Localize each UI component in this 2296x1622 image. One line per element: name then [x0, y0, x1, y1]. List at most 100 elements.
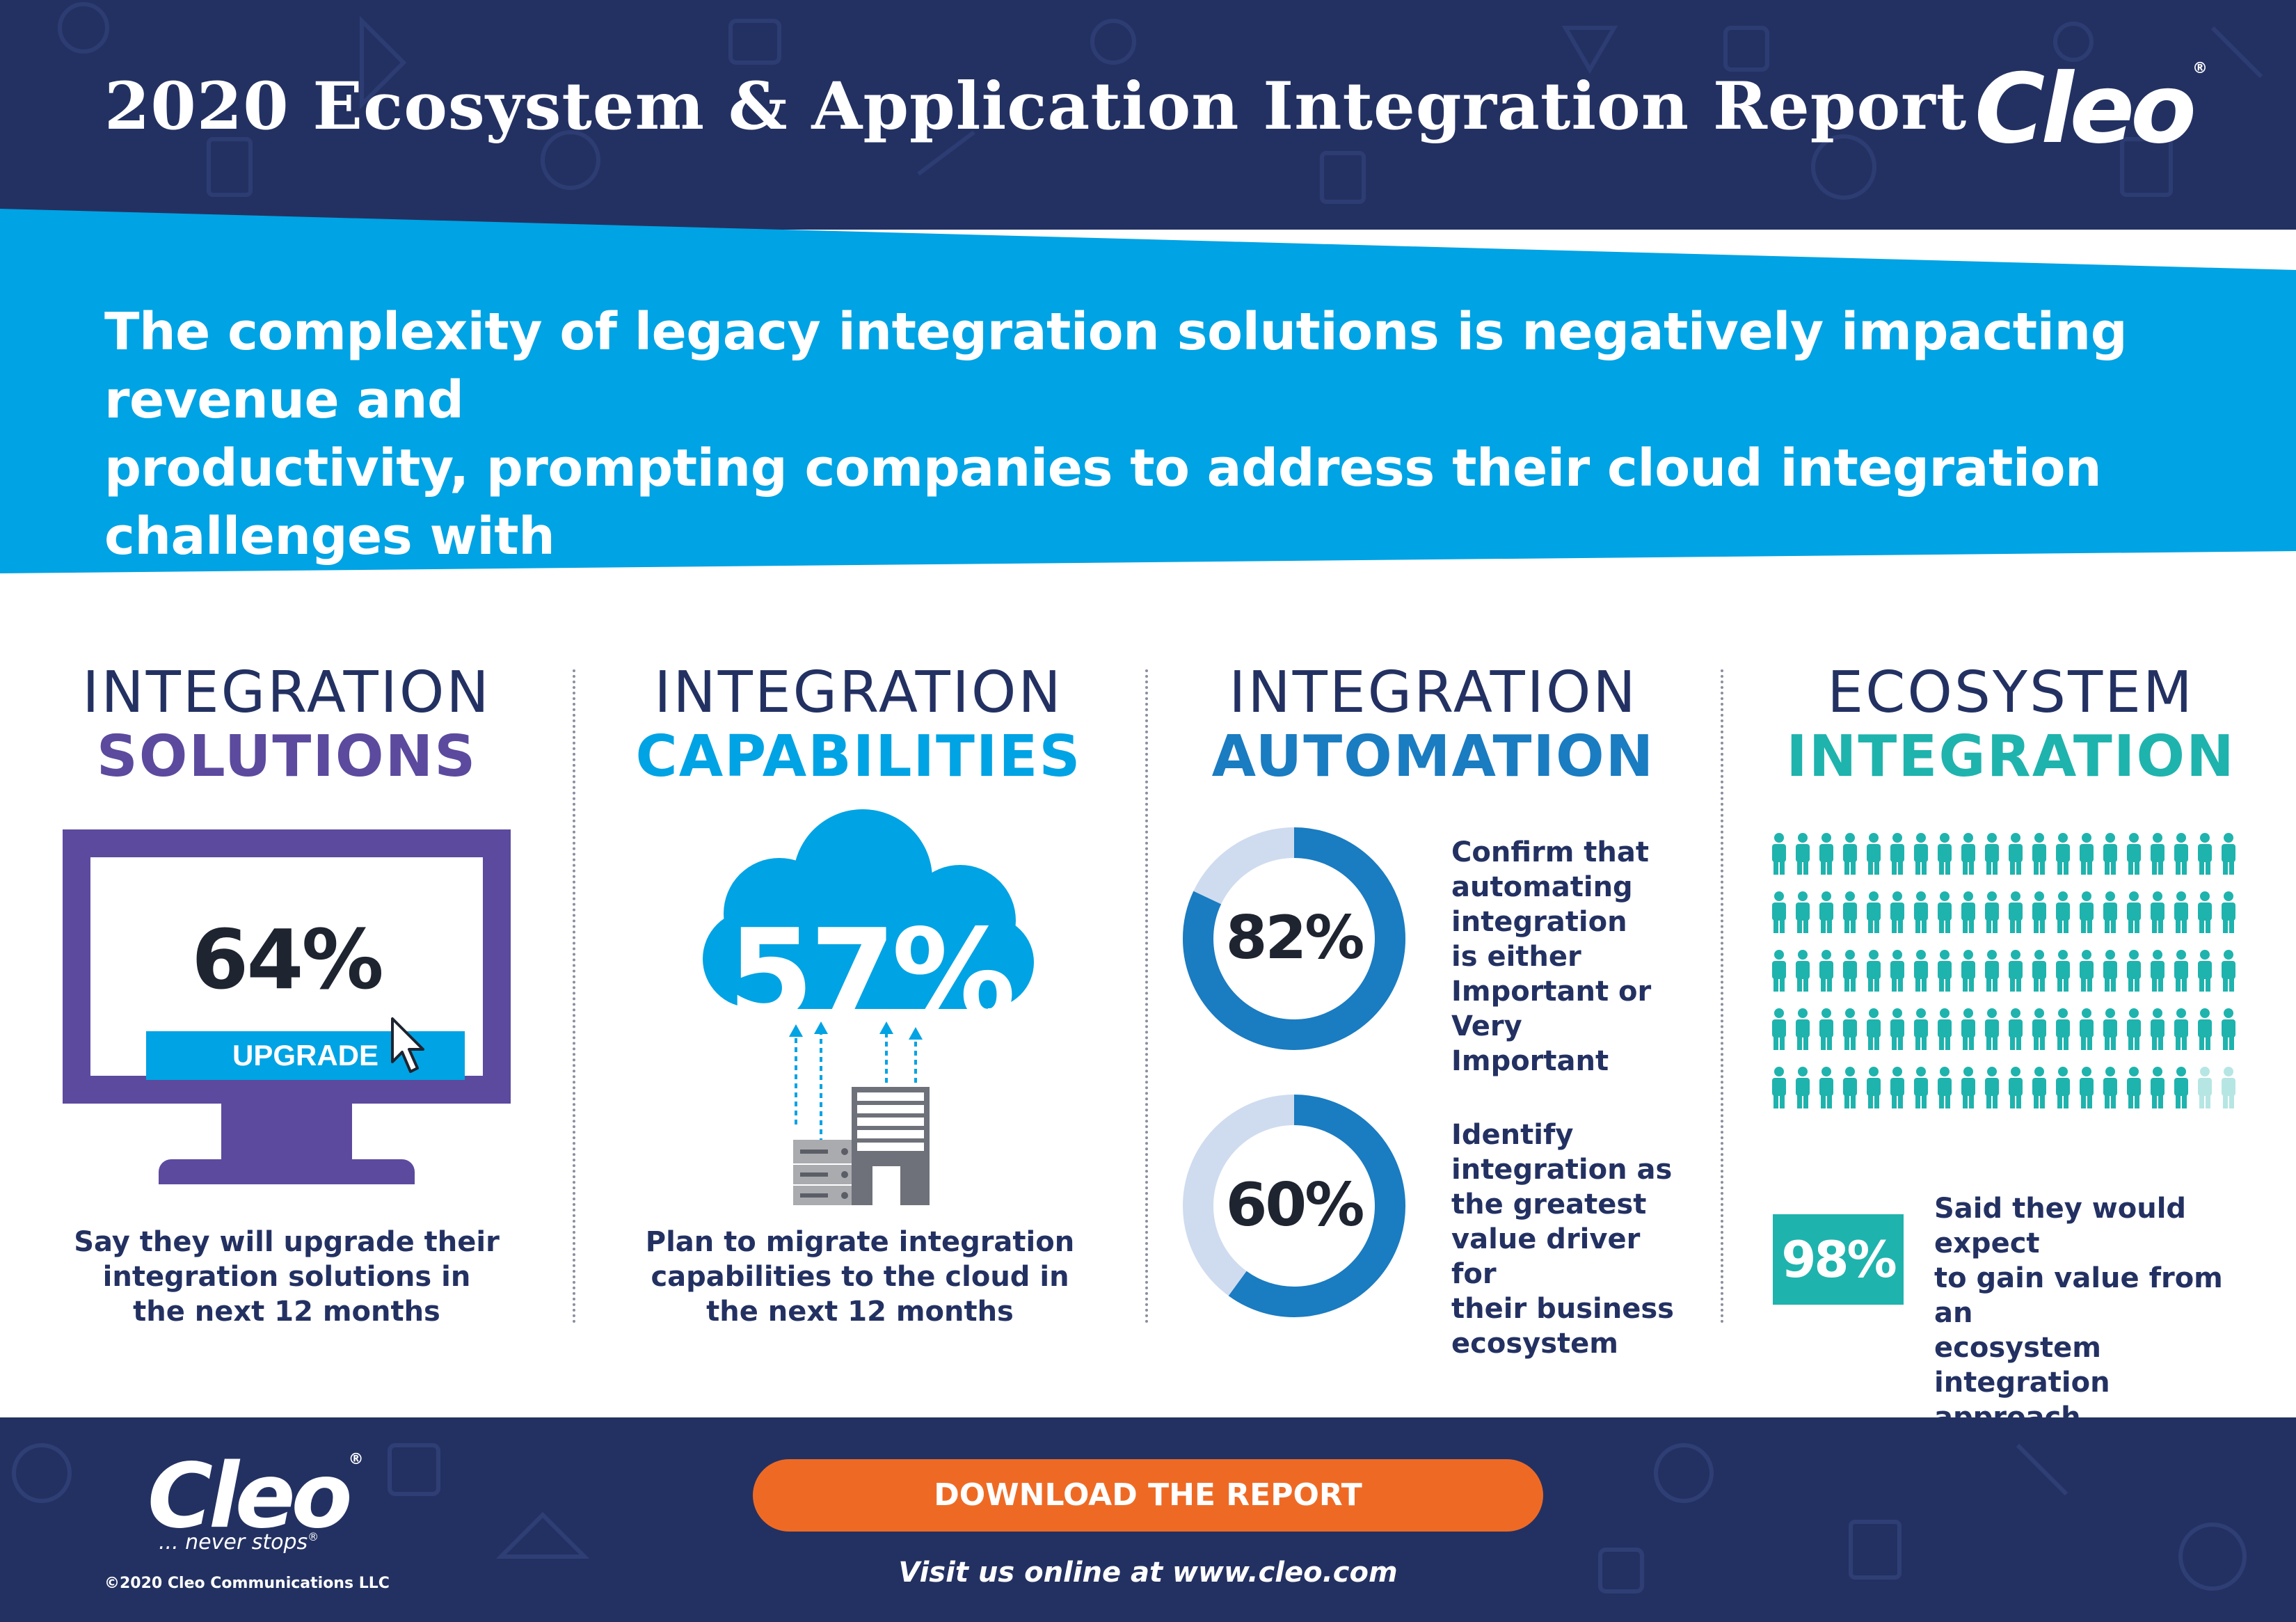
- heading-line: INTEGRATION: [82, 660, 491, 726]
- person-icon: [1772, 950, 1786, 992]
- person-icon: [1961, 950, 1975, 992]
- registered-mark: ®: [348, 1451, 364, 1468]
- person-icon: [2222, 833, 2235, 875]
- person-icon: [1890, 950, 1904, 992]
- person-icon: [1796, 1067, 1810, 1108]
- donut-chart-82: [1183, 827, 1405, 1050]
- capabilities-caption: Plan to migrate integration capabilities…: [626, 1225, 1094, 1329]
- tagline-text: ... never stops: [159, 1530, 308, 1555]
- person-icon: [1914, 833, 1928, 875]
- stat-value: 82%: [1225, 903, 1365, 973]
- text-line: integration as: [1451, 1154, 1673, 1186]
- person-icon: [1938, 1008, 1952, 1050]
- stat-value: 64%: [191, 912, 383, 1008]
- person-icon: [1796, 950, 1810, 992]
- person-icon: [1961, 1067, 1975, 1108]
- person-icon: [2198, 950, 2212, 992]
- person-icon: [1867, 1067, 1881, 1108]
- person-icon: [1843, 1008, 1857, 1050]
- solutions-caption: Say they will upgrade their integration …: [56, 1225, 518, 1329]
- person-icon: [1914, 1008, 1928, 1050]
- person-icon: [1843, 1067, 1857, 1108]
- people-grid: [1772, 833, 2235, 1108]
- person-icon: [2127, 1008, 2141, 1050]
- person-icon: [2174, 833, 2188, 875]
- heading-emphasis: INTEGRATION: [1786, 724, 2235, 790]
- person-icon: [2032, 1008, 2046, 1050]
- logo-wordmark: Cleo: [148, 1445, 353, 1548]
- person-icon: [2080, 833, 2094, 875]
- donut-arc: [1183, 827, 1405, 1050]
- person-icon: [1843, 891, 1857, 933]
- person-icon: [2127, 1067, 2141, 1108]
- copyright: ©2020 Cleo Communications LLC: [104, 1575, 390, 1592]
- website-link[interactable]: Visit us online at www.cleo.com: [898, 1557, 1398, 1589]
- caption-line: capabilities to the cloud in: [651, 1261, 1069, 1293]
- person-icon: [1819, 1067, 1833, 1108]
- text-line: Confirm that: [1451, 836, 1650, 868]
- person-icon: [2174, 1067, 2188, 1108]
- person-icon: [2151, 891, 2165, 933]
- stat-badge: 98%: [1773, 1214, 1904, 1305]
- text-line: Said they would expect: [1934, 1193, 2187, 1259]
- monitor-display: 64% UPGRADE: [90, 857, 483, 1080]
- person-icon: [2198, 1067, 2212, 1108]
- text-line: their business: [1451, 1293, 1674, 1325]
- person-icon: [1772, 1067, 1786, 1108]
- caption-line: the next 12 months: [706, 1296, 1014, 1328]
- person-icon: [1985, 1008, 1999, 1050]
- person-icon: [1796, 1008, 1810, 1050]
- background-pattern: [12, 1443, 2247, 1593]
- person-icon: [2056, 950, 2070, 992]
- person-icon: [1914, 950, 1928, 992]
- person-icon: [1890, 1008, 1904, 1050]
- ecosystem-text: Said they would expect to gain value fro…: [1934, 1191, 2247, 1435]
- person-icon: [1796, 833, 1810, 875]
- person-icon: [2174, 891, 2188, 933]
- person-icon: [2032, 1067, 2046, 1108]
- automation-heading: INTEGRATION AUTOMATION: [1148, 661, 1719, 789]
- person-icon: [2032, 950, 2046, 992]
- footer: Cleo® ... never stops® ©2020 Cleo Commun…: [0, 1417, 2296, 1622]
- text-line: integration: [1451, 906, 1627, 938]
- person-icon: [1914, 1067, 1928, 1108]
- logo-wordmark: Cleo: [1975, 53, 2197, 165]
- cleo-logo[interactable]: Cleo®: [148, 1452, 364, 1541]
- text-line: ecosystem integration: [1934, 1332, 2110, 1399]
- person-icon: [1867, 891, 1881, 933]
- caption-line: integration solutions in: [102, 1261, 471, 1293]
- person-icon: [1772, 891, 1786, 933]
- caption-line: Plan to migrate integration: [645, 1226, 1075, 1258]
- person-icon: [2174, 950, 2188, 992]
- person-icon: [1819, 891, 1833, 933]
- person-icon: [1961, 833, 1975, 875]
- person-icon: [2056, 1008, 2070, 1050]
- header: 2020 Ecosystem & Application Integration…: [0, 0, 2296, 230]
- cleo-logo[interactable]: Cleo®: [1975, 61, 2208, 157]
- heading-line: INTEGRATION: [1229, 660, 1638, 726]
- person-icon: [1961, 891, 1975, 933]
- person-icon: [2080, 1067, 2094, 1108]
- download-report-button[interactable]: DOWNLOAD THE REPORT: [753, 1459, 1543, 1532]
- person-icon: [2151, 833, 2165, 875]
- server-icon: [789, 1021, 930, 1205]
- background-pattern: [58, 2, 2263, 204]
- text-line: Very Important: [1451, 1010, 1609, 1077]
- person-icon: [1985, 950, 1999, 992]
- person-icon: [1985, 1067, 1999, 1108]
- cloud-icon: [703, 809, 1034, 1009]
- capabilities-heading: INTEGRATION CAPABILITIES: [573, 661, 1144, 789]
- heading-emphasis: AUTOMATION: [1211, 724, 1655, 790]
- person-icon: [1867, 950, 1881, 992]
- registered-mark: ®: [308, 1530, 319, 1543]
- solutions-heading: INTEGRATION SOLUTIONS: [1, 661, 572, 789]
- automation-text-2: Identify integration as the greatest val…: [1451, 1118, 1681, 1361]
- intro-line: greater urgency as they prepare for an e…: [104, 575, 1972, 635]
- person-icon: [1796, 891, 1810, 933]
- heading-emphasis: SOLUTIONS: [96, 724, 477, 790]
- person-icon: [2009, 1067, 2023, 1108]
- person-icon: [2080, 950, 2094, 992]
- monitor-base: [159, 1159, 415, 1184]
- heading-line: INTEGRATION: [654, 660, 1063, 726]
- person-icon: [1938, 950, 1952, 992]
